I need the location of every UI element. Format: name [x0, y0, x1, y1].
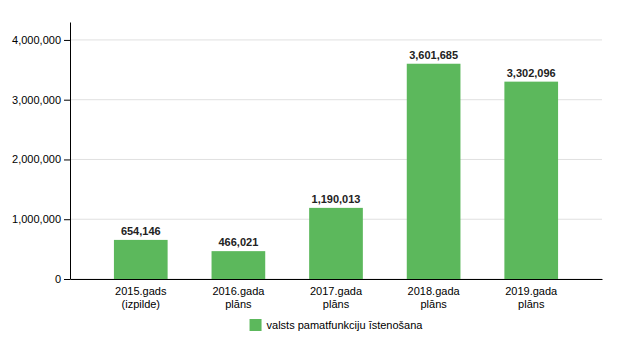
tick: 4,000,000 — [12, 34, 70, 46]
x-axis: 2015.gads(izpilde)2016.gadaplāns2017.gad… — [71, 280, 603, 311]
tick: 2016.gadaplāns — [212, 285, 265, 310]
tick-mark — [64, 159, 70, 160]
bar — [407, 64, 461, 279]
tick-label: 2016.gadaplāns — [212, 285, 265, 310]
axis-line — [70, 23, 71, 280]
tick-label-line: plāns — [323, 298, 350, 310]
legend-label: valsts pamatfunkciju īstenošana — [267, 319, 424, 331]
tick-label-line: 2015.gads — [115, 285, 167, 297]
bars — [114, 64, 558, 279]
tick: 3,000,000 — [12, 94, 70, 106]
tick-mark — [64, 219, 70, 220]
tick: 1,000,000 — [12, 213, 70, 225]
tick-mark — [64, 279, 70, 280]
tick-label-line: 2017.gada — [310, 285, 363, 297]
tick-label: 2018.gadaplāns — [408, 285, 461, 310]
bar — [114, 240, 168, 279]
tick-label: 3,000,000 — [12, 94, 61, 106]
tick-label: 2015.gads(izpilde) — [115, 285, 167, 310]
tick-label-line: plāns — [420, 298, 447, 310]
data-label: 654,146 — [121, 225, 161, 237]
bar — [504, 82, 558, 279]
tick-label-line: plāns — [225, 298, 252, 310]
tick-label-line: plāns — [518, 298, 545, 310]
tick: 2019.gadaplāns — [505, 285, 558, 310]
legend: valsts pamatfunkciju īstenošana — [250, 319, 424, 331]
tick-label: 2017.gadaplāns — [310, 285, 363, 310]
axis-line — [71, 279, 603, 280]
legend-swatch — [250, 319, 262, 331]
plot: 0 1,000,000 2,000,000 3,000,000 4,000,000 201… — [12, 23, 602, 311]
data-labels: 654,146 466,021 1,190,013 3,601,685 3,302,09… — [121, 49, 556, 248]
chart: 0 1,000,000 2,000,000 3,000,000 4,000,000 201… — [0, 0, 618, 341]
tick-label-line: 2018.gada — [408, 285, 461, 297]
tick: 2018.gadaplāns — [408, 285, 461, 310]
tick-label: 0 — [55, 273, 61, 285]
tick: 2017.gadaplāns — [310, 285, 363, 310]
grid-line — [70, 39, 602, 40]
tick: 0 — [55, 273, 70, 285]
tick-label-line: 2019.gada — [505, 285, 558, 297]
tick-label: 4,000,000 — [12, 34, 61, 46]
grid — [70, 40, 602, 279]
bar — [309, 208, 363, 279]
tick-mark — [64, 100, 70, 101]
tick-mark — [64, 40, 70, 41]
tick-label: 1,000,000 — [12, 213, 61, 225]
data-label: 3,601,685 — [409, 49, 458, 61]
tick-label: 2,000,000 — [12, 153, 61, 165]
data-label: 466,021 — [219, 236, 259, 248]
tick-label-line: 2016.gada — [212, 285, 265, 297]
tick-label-line: (izpilde) — [122, 298, 161, 310]
tick: 2,000,000 — [12, 153, 70, 165]
legend-item: valsts pamatfunkciju īstenošana — [250, 319, 424, 331]
data-label: 1,190,013 — [312, 193, 361, 205]
tick-label: 2019.gadaplāns — [505, 285, 558, 310]
y-axis: 0 1,000,000 2,000,000 3,000,000 4,000,000 — [12, 23, 70, 286]
data-label: 3,302,096 — [507, 67, 556, 79]
tick: 2015.gads(izpilde) — [115, 285, 167, 310]
bar — [212, 251, 266, 279]
